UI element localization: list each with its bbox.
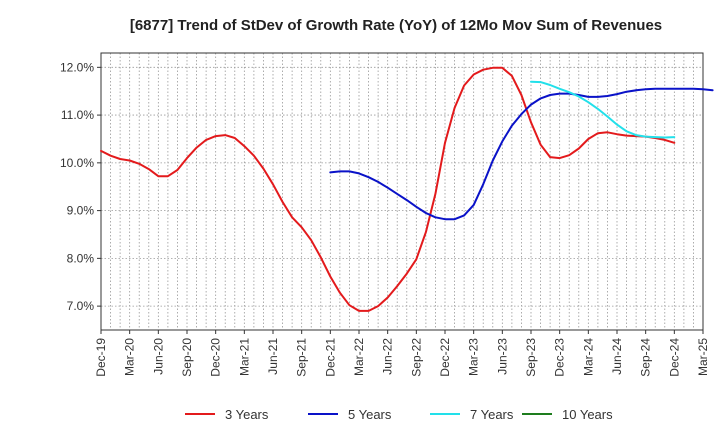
legend: 3 Years 5 Years 7 Years 10 Years: [185, 407, 613, 422]
x-tick-label: Dec-20: [209, 338, 223, 377]
legend-item: 5 Years: [308, 407, 392, 422]
legend-item: 10 Years: [522, 407, 613, 422]
legend-label: 3 Years: [225, 407, 269, 422]
x-tick-label: Mar-25: [696, 338, 710, 376]
x-tick-label: Dec-23: [553, 338, 567, 377]
x-tick-label: Jun-24: [610, 338, 624, 375]
x-tick-label: Dec-19: [94, 338, 108, 377]
y-tick-label: 12.0%: [60, 60, 94, 74]
y-tick-label: 11.0%: [61, 108, 94, 122]
x-tick-label: Jun-20: [151, 338, 165, 375]
legend-label: 5 Years: [348, 407, 392, 422]
x-tick-label: Sep-24: [639, 338, 653, 377]
y-tick-label: 10.0%: [60, 156, 94, 170]
series-line-5-years: [329, 87, 714, 221]
legend-label: 10 Years: [562, 407, 613, 422]
x-tick-label: Dec-24: [667, 338, 681, 377]
x-tick-label: Jun-23: [495, 338, 509, 375]
grid-layer: [100, 53, 704, 330]
y-tick-label: 8.0%: [67, 251, 95, 265]
x-tick-label: Dec-21: [323, 338, 337, 377]
series-layer: [100, 66, 714, 312]
y-tick-label: 9.0%: [67, 204, 95, 218]
x-tick-label: Mar-23: [467, 338, 481, 376]
series-line-7-years: [530, 80, 676, 139]
x-tick-label: Sep-21: [295, 338, 309, 377]
series-line-3-years: [100, 66, 676, 312]
legend-item: 7 Years: [430, 407, 514, 422]
x-tick-label: Sep-23: [524, 338, 538, 377]
x-tick-label: Jun-22: [381, 338, 395, 375]
legend-label: 7 Years: [470, 407, 514, 422]
y-axis: 7.0% 8.0% 9.0% 10.0% 11.0% 12.0%: [60, 60, 101, 313]
x-tick-label: Mar-21: [237, 338, 251, 376]
legend-item: 3 Years: [185, 407, 269, 422]
x-tick-label: Dec-22: [438, 338, 452, 377]
x-tick-label: Mar-20: [123, 338, 137, 376]
x-tick-label: Mar-22: [352, 338, 366, 376]
chart-title: [6877] Trend of StDev of Growth Rate (Yo…: [130, 17, 662, 34]
x-tick-label: Sep-22: [409, 338, 423, 377]
plot-area: [100, 52, 704, 331]
x-tick-label: Mar-24: [581, 338, 595, 376]
x-tick-label: Sep-20: [180, 338, 194, 377]
x-tick-label: Jun-21: [266, 338, 280, 375]
y-tick-label: 7.0%: [67, 299, 95, 313]
x-axis: Dec-19 Mar-20 Jun-20 Sep-20 Dec-20 Mar-21 Jun-…: [94, 330, 710, 377]
